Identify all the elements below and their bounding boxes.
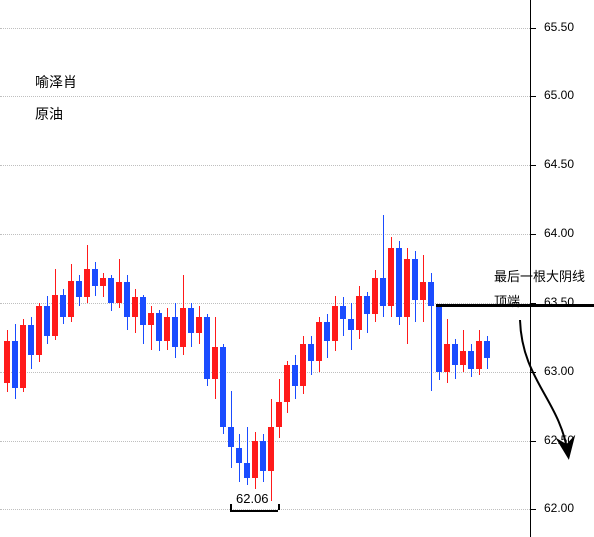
- candle-body: [204, 317, 210, 379]
- candle-body: [452, 344, 458, 365]
- y-tick-label: 63.00: [544, 364, 574, 378]
- candle-body: [156, 313, 162, 342]
- y-tick-mark: [530, 165, 536, 166]
- candle-body: [420, 282, 426, 300]
- candle-body: [44, 306, 50, 336]
- candle-body: [132, 297, 138, 316]
- candle-body: [396, 248, 402, 317]
- y-tick-mark: [530, 234, 536, 235]
- candle-body: [12, 341, 18, 388]
- candle-body: [300, 344, 306, 385]
- candle-body: [28, 325, 34, 355]
- candle-body: [444, 344, 450, 372]
- candle-body: [180, 308, 186, 347]
- grid-line: [0, 28, 530, 29]
- low-label: 62.06: [236, 491, 269, 506]
- candle-body: [84, 269, 90, 298]
- y-tick-label: 62.00: [544, 501, 574, 515]
- candle-body: [364, 296, 370, 314]
- candle-body: [196, 317, 202, 334]
- candle-body: [108, 278, 114, 303]
- candle-body: [100, 278, 106, 286]
- annotation-text: 顶端: [494, 291, 520, 310]
- candle-body: [460, 351, 466, 365]
- y-tick-label: 62.50: [544, 433, 574, 447]
- candle-body: [4, 341, 10, 382]
- candle-body: [372, 278, 378, 314]
- candle-body: [308, 344, 314, 361]
- candle-body: [436, 306, 442, 372]
- candle-body: [36, 306, 42, 356]
- candle-body: [228, 427, 234, 448]
- candle-body: [252, 441, 258, 478]
- candle-body: [284, 365, 290, 402]
- candle-body: [92, 269, 98, 287]
- annotation-text: 最后一根大阴线: [494, 266, 585, 285]
- candle-body: [244, 463, 250, 478]
- candle-body: [380, 278, 386, 306]
- candle-body: [316, 322, 322, 361]
- candle-body: [140, 297, 146, 325]
- candle-body: [260, 441, 266, 471]
- candle-body: [388, 248, 394, 306]
- candle-body: [332, 306, 338, 342]
- y-tick-mark: [530, 96, 536, 97]
- y-tick-label: 65.00: [544, 88, 574, 102]
- candle-body: [268, 427, 274, 471]
- bracket-right: [278, 504, 280, 510]
- y-tick-mark: [530, 28, 536, 29]
- candle-body: [324, 322, 330, 341]
- y-tick-mark: [530, 509, 536, 510]
- candle-body: [348, 319, 354, 330]
- candle-body: [52, 295, 58, 336]
- candlestick-chart: { "canvas":{"width":594,"height":537}, "…: [0, 0, 594, 537]
- y-tick-label: 65.50: [544, 20, 574, 34]
- candle-body: [188, 308, 194, 333]
- y-tick-label: 64.00: [544, 226, 574, 240]
- candle-body: [76, 281, 82, 298]
- candle-body: [468, 351, 474, 369]
- candle-body: [148, 313, 154, 325]
- candle-body: [276, 402, 282, 427]
- candle-body: [292, 365, 298, 386]
- candle-body: [220, 347, 226, 427]
- candle-body: [172, 317, 178, 347]
- candle-body: [476, 341, 482, 369]
- grid-line: [0, 96, 530, 97]
- candle-body: [116, 282, 122, 303]
- candle-body: [236, 448, 242, 463]
- candle-body: [212, 347, 218, 379]
- candle-body: [124, 282, 130, 316]
- candle-body: [484, 341, 490, 358]
- y-tick-label: 64.50: [544, 157, 574, 171]
- candle-body: [412, 259, 418, 300]
- candle-body: [68, 281, 74, 317]
- candle-body: [356, 296, 362, 330]
- candle-body: [20, 325, 26, 388]
- candle-body: [60, 295, 66, 317]
- candle-body: [404, 259, 410, 317]
- bracket-left: [230, 504, 232, 510]
- candle-body: [428, 282, 434, 305]
- grid-line: [0, 372, 530, 373]
- y-tick-mark: [530, 372, 536, 373]
- grid-line: [0, 234, 530, 235]
- bracket-horizontal: [230, 510, 278, 512]
- chart-title: 喻泽肖: [35, 72, 77, 92]
- grid-line: [0, 165, 530, 166]
- chart-title: 原油: [35, 104, 63, 124]
- candle-body: [340, 306, 346, 320]
- candle-body: [164, 317, 170, 342]
- y-tick-mark: [530, 441, 536, 442]
